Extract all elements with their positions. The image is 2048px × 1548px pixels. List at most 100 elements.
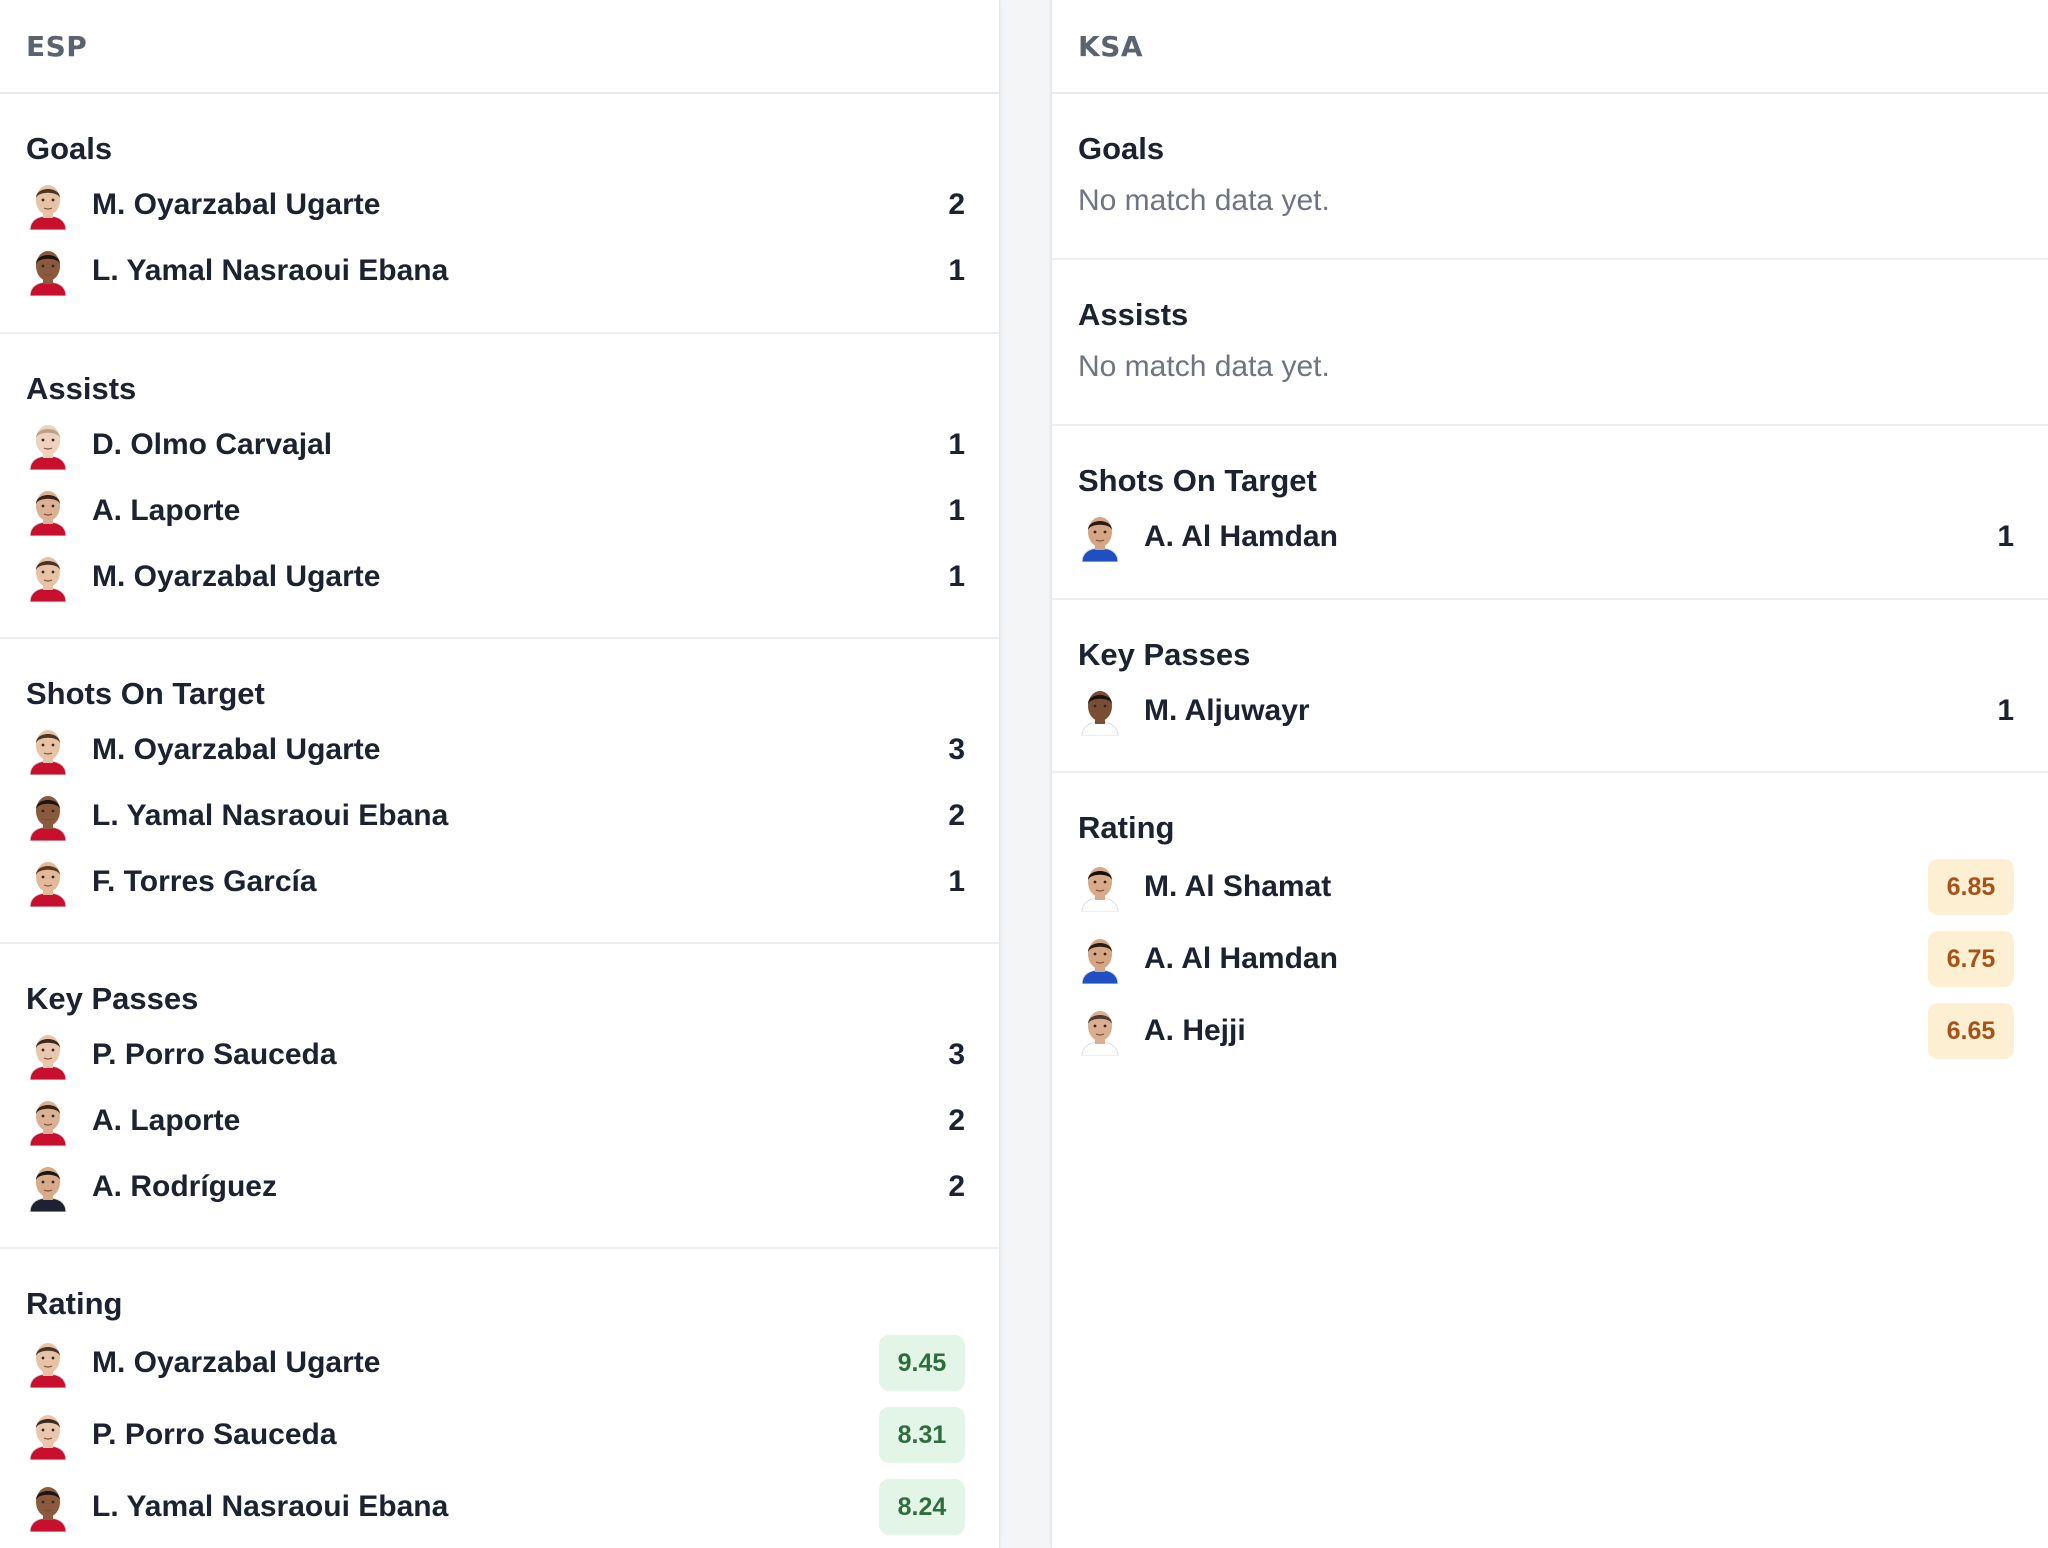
player-avatar-icon: [26, 1162, 70, 1212]
player-row[interactable]: L. Yamal Nasraoui Ebana 8.24: [26, 1471, 965, 1543]
stat-value: 2: [948, 188, 965, 221]
player-avatar-icon: [1078, 686, 1122, 736]
empty-state-text: No match data yet.: [1078, 350, 1330, 383]
player-name: M. Oyarzabal Ugarte: [92, 188, 381, 221]
player-avatar-icon: [1078, 934, 1122, 984]
team-stats-panel-esp: ESP Goals M. Oyarzabal Ugarte 2 L. Yamal…: [0, 0, 1000, 1548]
player-name: L. Yamal Nasraoui Ebana: [92, 254, 449, 287]
player-row[interactable]: M. Aljuwayr 1: [1078, 678, 2014, 744]
player-avatar-icon: [26, 1030, 70, 1080]
player-name: M. Aljuwayr: [1144, 694, 1310, 727]
player-row[interactable]: A. Hejji 6.65: [1078, 995, 2014, 1067]
section-title: Assists: [1078, 297, 1189, 332]
rating-badge: 6.65: [1928, 1003, 2014, 1059]
key-passes-section: Key Passes P. Porro Sauceda 3 A. Laporte…: [0, 944, 999, 1249]
player-avatar-icon: [26, 1482, 70, 1532]
player-avatar-icon: [26, 1096, 70, 1146]
player-name: L. Yamal Nasraoui Ebana: [92, 799, 449, 832]
player-row[interactable]: M. Oyarzabal Ugarte 3: [26, 717, 965, 783]
stat-value: 1: [1997, 520, 2014, 553]
player-name: A. Hejji: [1144, 1014, 1246, 1047]
stat-value: 2: [948, 1170, 965, 1203]
player-name: M. Oyarzabal Ugarte: [92, 733, 381, 766]
player-row[interactable]: A. Al Hamdan 1: [1078, 504, 2014, 570]
player-row[interactable]: A. Laporte 2: [26, 1088, 965, 1154]
player-name: M. Oyarzabal Ugarte: [92, 1346, 381, 1379]
section-title: Rating: [1078, 810, 1175, 845]
rating-badge: 6.85: [1928, 859, 2014, 915]
assists-section: Assists D. Olmo Carvajal 1 A. Laporte 1 …: [0, 334, 999, 639]
player-avatar-icon: [1078, 512, 1122, 562]
goals-section: Goals M. Oyarzabal Ugarte 2 L. Yamal Nas…: [0, 94, 999, 334]
player-avatar-icon: [26, 486, 70, 536]
player-avatar-icon: [26, 246, 70, 296]
section-title: Rating: [26, 1286, 123, 1321]
player-row[interactable]: D. Olmo Carvajal 1: [26, 412, 965, 478]
player-row[interactable]: P. Porro Sauceda 3: [26, 1022, 965, 1088]
section-title: Shots On Target: [1078, 463, 1317, 498]
player-avatar-icon: [26, 857, 70, 907]
player-row[interactable]: A. Laporte 1: [26, 478, 965, 544]
player-avatar-icon: [26, 1410, 70, 1460]
rating-section: Rating M. Al Shamat 6.85 A. Al Hamdan 6.…: [1052, 773, 2048, 1067]
player-row[interactable]: L. Yamal Nasraoui Ebana 2: [26, 783, 965, 849]
section-title: Shots On Target: [26, 676, 265, 711]
section-title: Goals: [1078, 131, 1165, 166]
stat-value: 1: [948, 428, 965, 461]
rating-badge: 9.45: [879, 1335, 965, 1391]
player-row[interactable]: M. Oyarzabal Ugarte 1: [26, 544, 965, 610]
section-title: Assists: [26, 371, 137, 406]
section-title: Goals: [26, 131, 113, 166]
stat-value: 1: [1997, 694, 2014, 727]
section-title: Key Passes: [26, 981, 199, 1016]
player-row[interactable]: A. Rodríguez 2: [26, 1154, 965, 1220]
team-header: ESP: [0, 0, 999, 94]
player-name: A. Laporte: [92, 494, 241, 527]
player-avatar-icon: [1078, 862, 1122, 912]
stat-value: 1: [948, 254, 965, 287]
player-name: A. Al Hamdan: [1144, 520, 1338, 553]
player-name: F. Torres García: [92, 865, 317, 898]
player-row[interactable]: M. Oyarzabal Ugarte 9.45: [26, 1327, 965, 1399]
player-avatar-icon: [26, 791, 70, 841]
player-row[interactable]: M. Oyarzabal Ugarte 2: [26, 172, 965, 238]
player-avatar-icon: [26, 180, 70, 230]
rating-badge: 6.75: [1928, 931, 2014, 987]
player-row[interactable]: P. Porro Sauceda 8.31: [26, 1399, 965, 1471]
rating-badge: 8.24: [879, 1479, 965, 1535]
empty-state-text: No match data yet.: [1078, 184, 1330, 217]
player-row[interactable]: M. Al Shamat 6.85: [1078, 851, 2014, 923]
player-name: A. Rodríguez: [92, 1170, 277, 1203]
assists-section: Assists No match data yet.: [1052, 260, 2048, 426]
shots-on-target-section: Shots On Target M. Oyarzabal Ugarte 3 L.…: [0, 639, 999, 944]
section-title: Key Passes: [1078, 637, 1251, 672]
stat-value: 3: [948, 733, 965, 766]
player-name: P. Porro Sauceda: [92, 1038, 337, 1071]
player-avatar-icon: [26, 725, 70, 775]
player-name: D. Olmo Carvajal: [92, 428, 333, 461]
rating-badge: 8.31: [879, 1407, 965, 1463]
key-passes-section: Key Passes M. Aljuwayr 1: [1052, 600, 2048, 773]
player-row[interactable]: F. Torres García 1: [26, 849, 965, 915]
player-name: L. Yamal Nasraoui Ebana: [92, 1490, 449, 1523]
rating-section: Rating M. Oyarzabal Ugarte 9.45 P. Porro…: [0, 1249, 999, 1543]
player-name: A. Laporte: [92, 1104, 241, 1137]
stat-value: 3: [948, 1038, 965, 1071]
player-row[interactable]: A. Al Hamdan 6.75: [1078, 923, 2014, 995]
player-avatar-icon: [1078, 1006, 1122, 1056]
team-stats-panel-ksa: KSA Goals No match data yet. Assists No …: [1051, 0, 2048, 1548]
player-row[interactable]: L. Yamal Nasraoui Ebana 1: [26, 238, 965, 304]
player-name: A. Al Hamdan: [1144, 942, 1338, 975]
player-name: P. Porro Sauceda: [92, 1418, 337, 1451]
stat-value: 2: [948, 1104, 965, 1137]
stat-value: 1: [948, 494, 965, 527]
player-name: M. Oyarzabal Ugarte: [92, 560, 381, 593]
stat-value: 2: [948, 799, 965, 832]
shots-on-target-section: Shots On Target A. Al Hamdan 1: [1052, 426, 2048, 600]
team-header: KSA: [1052, 0, 2048, 94]
player-name: M. Al Shamat: [1144, 870, 1332, 903]
player-avatar-icon: [26, 552, 70, 602]
player-avatar-icon: [26, 1338, 70, 1388]
player-avatar-icon: [26, 420, 70, 470]
goals-section: Goals No match data yet.: [1052, 94, 2048, 260]
